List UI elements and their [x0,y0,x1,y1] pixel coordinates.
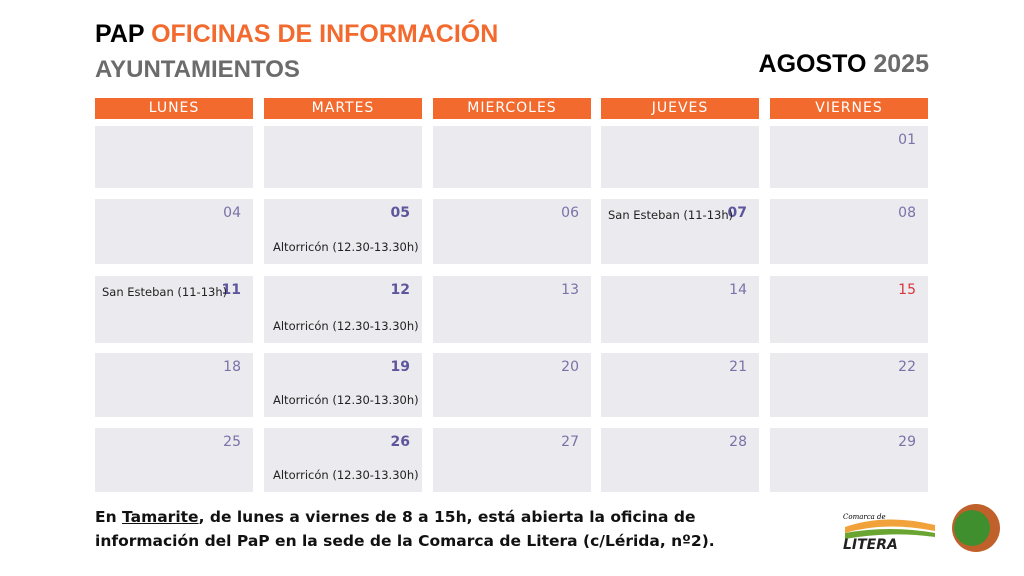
footer-text: En [95,508,123,526]
day-cell [433,126,591,188]
day-cell: 05 Altorricón (12.30-13.30h) [264,199,422,264]
day-note: San Esteban (11-13h) [102,285,228,299]
day-number: 06 [561,205,579,221]
logo-shape [845,529,935,539]
footer-link: Tamarite [122,508,199,526]
logo: Comarca de LITERA [843,513,935,553]
subtitle: AYUNTAMIENTOS [95,56,300,83]
logo-name: LITERA [843,537,898,553]
day-cell: 04 [95,199,253,264]
day-cell: 14 [601,276,759,343]
day-cell [264,126,422,188]
month-year: AGOSTO 2025 [759,50,929,79]
day-cell: 01 [770,126,928,188]
title-lead: PAP [95,20,145,48]
footer: En Tamarite, de lunes a viernes de 8 a 1… [95,505,775,553]
day-number: 13 [561,282,579,298]
day-number: 05 [390,205,410,221]
day-number: 01 [898,132,916,148]
day-note: San Esteban (11-13h) [608,208,734,222]
weekday-header: MARTES [264,98,422,119]
day-number: 11 [221,282,241,298]
day-number: 12 [390,282,410,298]
day-cell: 26 Altorricón (12.30-13.30h) [264,428,422,492]
day-number: 21 [729,359,747,375]
footer-text: , de lunes a viernes de 8 a 15h, está ab… [95,508,715,550]
day-number: 25 [223,434,241,450]
weekday-header: MIERCOLES [433,98,591,119]
day-number: 04 [223,205,241,221]
day-number: 28 [729,434,747,450]
logo-badge [952,504,1000,552]
day-number: 18 [223,359,241,375]
day-number: 27 [561,434,579,450]
day-cell [95,126,253,188]
day-cell: 06 [433,199,591,264]
weekday-header: VIERNES [770,98,928,119]
day-cell: 19 Altorricón (12.30-13.30h) [264,353,422,417]
day-number: 08 [898,205,916,221]
logo-shape [845,519,935,533]
day-cell: 27 [433,428,591,492]
day-cell: 25 [95,428,253,492]
day-cell: 28 [601,428,759,492]
day-number: 19 [390,359,410,375]
day-note: Altorricón (12.30-13.30h) [273,468,419,482]
day-cell: 21 [601,353,759,417]
day-number: 15 [898,282,916,298]
month: AGOSTO [758,50,867,78]
day-note: Altorricón (12.30-13.30h) [273,393,419,407]
day-cell [601,126,759,188]
day-cell: 22 [770,353,928,417]
logo-small: Comarca de [843,513,886,521]
day-note: Altorricón (12.30-13.30h) [273,319,419,333]
day-cell: 13 [433,276,591,343]
day-number: 29 [898,434,916,450]
day-number: 14 [729,282,747,298]
day-note: Altorricón (12.30-13.30h) [273,240,419,254]
day-cell: 07 San Esteban (11-13h) [601,199,759,264]
weekday-header: LUNES [95,98,253,119]
day-cell: 18 [95,353,253,417]
day-number: 20 [561,359,579,375]
day-number: 07 [727,205,747,221]
year: 2025 [873,50,929,78]
weekday-header: JUEVES [601,98,759,119]
badge-inner [954,510,990,546]
day-number: 22 [898,359,916,375]
day-cell: 29 [770,428,928,492]
title: PAP OFICINAS DE INFORMACIÓN [95,20,498,49]
day-cell: 20 [433,353,591,417]
day-cell: 08 [770,199,928,264]
day-cell: 15 [770,276,928,343]
title-main: OFICINAS DE INFORMACIÓN [151,20,499,48]
day-cell: 12 Altorricón (12.30-13.30h) [264,276,422,343]
day-number: 26 [390,434,410,450]
day-cell: 11 San Esteban (11-13h) [95,276,253,343]
